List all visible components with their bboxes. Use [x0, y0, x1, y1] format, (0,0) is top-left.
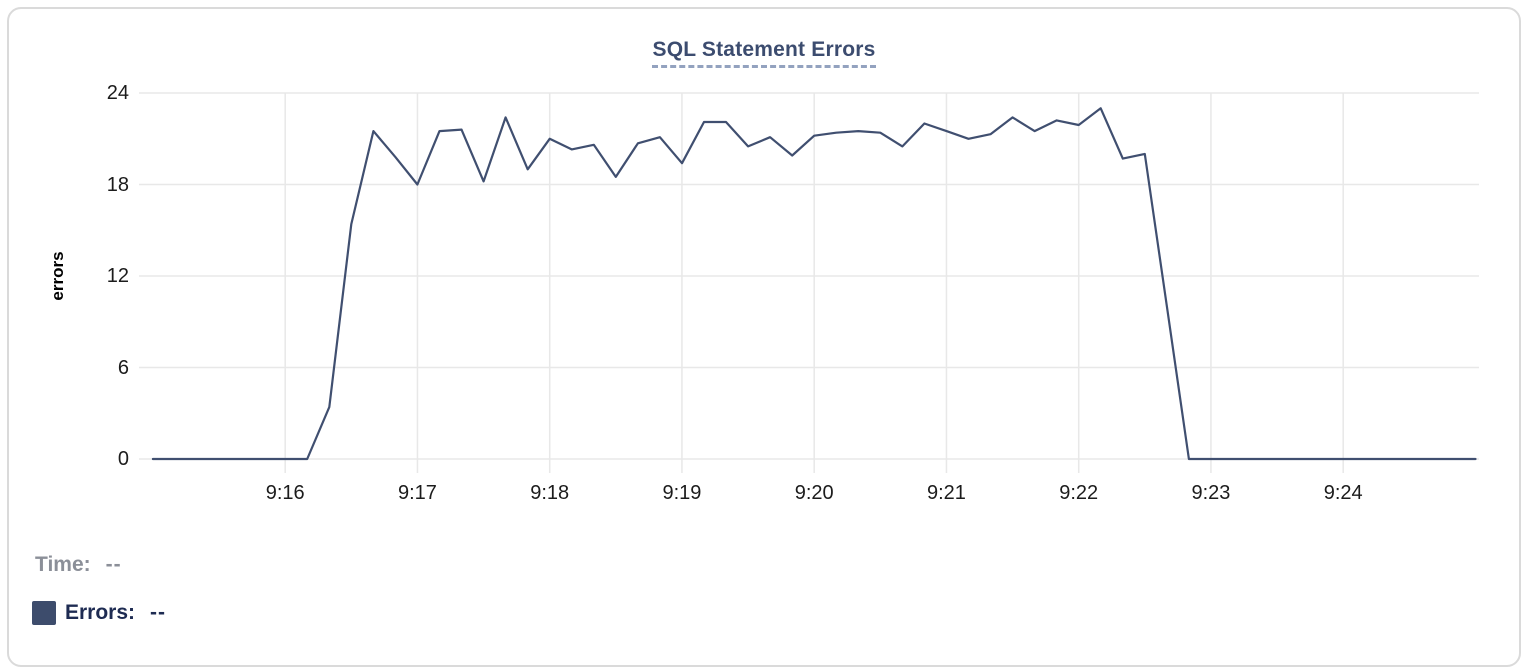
x-tick-label: 9:20	[794, 482, 834, 504]
y-axis-label: errors	[48, 251, 67, 301]
x-tick-label: 9:22	[1059, 482, 1099, 504]
errors-series-line	[151, 107, 1477, 461]
tooltip-errors-label: Errors:	[65, 601, 136, 624]
y-tick-label: 0	[117, 448, 129, 470]
x-tick-label: 9:17	[397, 482, 437, 504]
tooltip-errors-value: --	[150, 601, 167, 624]
gridlines-horizontal	[139, 92, 1479, 460]
x-tick-label: 9:16	[265, 482, 305, 504]
y-tick-label: 6	[117, 356, 129, 379]
x-tick-label: 9:18	[530, 482, 570, 504]
x-tick-label: 9:21	[926, 482, 966, 504]
y-tick-label: 18	[106, 173, 129, 196]
chart-title[interactable]: SQL Statement Errors	[652, 38, 876, 68]
tooltip-time-row: Time: --	[35, 553, 122, 577]
chart-canvas[interactable]	[9, 9, 1528, 661]
chart-card: SQL Statement Errors errors 0 6 12 18 24 9:1…	[7, 7, 1521, 667]
y-tick-label: 12	[106, 265, 129, 287]
y-tick-label: 24	[106, 82, 129, 104]
x-tick-label: 9:24	[1323, 482, 1363, 504]
x-tick-label: 9:19	[662, 482, 702, 504]
chart-title-row: SQL Statement Errors	[9, 38, 1519, 68]
tooltip-time-label: Time:	[35, 553, 91, 576]
legend-errors-row[interactable]: Errors: --	[32, 601, 166, 625]
gridlines-vertical	[284, 93, 1344, 473]
errors-series-swatch	[32, 601, 56, 625]
tooltip-time-value: --	[105, 553, 122, 576]
x-tick-label: 9:23	[1191, 482, 1231, 504]
